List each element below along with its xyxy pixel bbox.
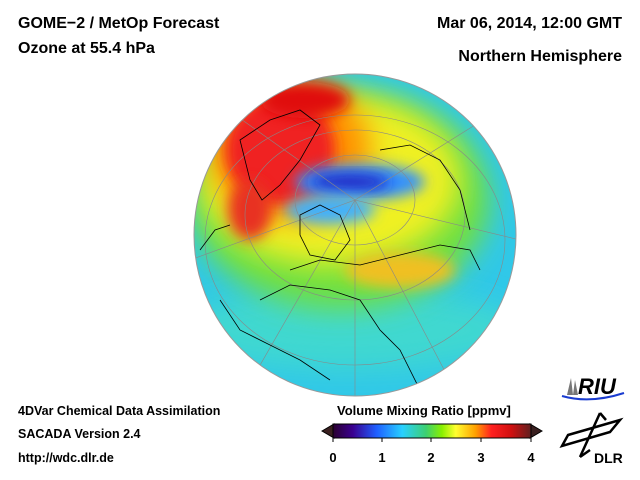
dlr-logo	[559, 412, 624, 459]
footer-url[interactable]: http://wdc.dlr.de	[18, 451, 114, 465]
colorbar-tick: 1	[378, 450, 386, 465]
footer-method: 4DVar Chemical Data Assimilation	[18, 404, 221, 418]
footer-version: SACADA Version 2.4	[18, 427, 141, 441]
forecast-datetime: Mar 06, 2014, 12:00 GMT	[437, 15, 622, 32]
dlr-logo-text: DLR	[594, 450, 623, 466]
riu-logo-text: RIU	[578, 374, 616, 399]
colorbar-title: Volume Mixing Ratio [ppmv]	[337, 403, 511, 418]
colorbar-tick: 3	[477, 450, 485, 465]
ozone-field	[194, 74, 516, 396]
region-label: Northern Hemisphere	[458, 48, 622, 65]
colorbar-tick: 2	[427, 450, 435, 465]
colorbar-tick: 4	[527, 450, 535, 465]
product-subtitle: Ozone at 55.4 hPa	[18, 40, 155, 57]
riu-logo	[561, 378, 625, 401]
colorbar	[321, 423, 543, 442]
colorbar-tick: 0	[329, 450, 337, 465]
coastlines	[199, 109, 481, 391]
product-title: GOME−2 / MetOp Forecast	[18, 15, 220, 32]
